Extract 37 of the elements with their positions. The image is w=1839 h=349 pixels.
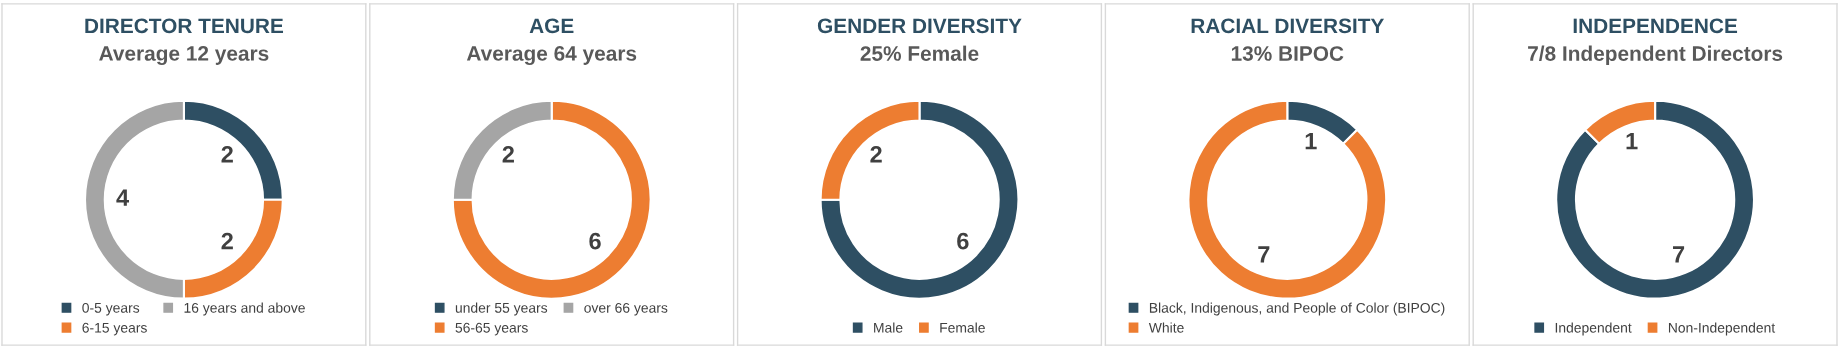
chart-title: GENDER DIVERSITY: [817, 18, 1022, 34]
data-label: 1: [1305, 132, 1317, 150]
data-label: 6: [589, 232, 601, 250]
chart-subtitle: Average 64 years: [466, 46, 637, 66]
donut-slice: [1555, 99, 1756, 300]
legend-label: Male: [874, 322, 903, 333]
legend-label: over 66 years: [584, 302, 668, 316]
chart-subtitle: 25% Female: [860, 45, 979, 61]
data-label: 2: [870, 145, 882, 163]
chart-title: AGE: [529, 18, 574, 34]
legend-label: White: [1148, 322, 1184, 333]
legend-label: Black, Indigenous, and People of Color (BIPOC): [1149, 302, 1445, 316]
legend-label: Non-Independent: [1668, 322, 1776, 336]
legend-label: 16 years and above: [184, 302, 305, 316]
chart-title: RACIAL DIVERSITY: [1191, 18, 1385, 34]
data-label: 2: [221, 232, 233, 250]
data-label: 2: [221, 145, 233, 163]
legend-label: 6-15 years: [82, 322, 147, 336]
chart-subtitle: Average 12 years: [99, 46, 269, 66]
donut-slice: [451, 99, 652, 300]
data-label: 7: [1258, 246, 1270, 263]
data-label: 2: [502, 145, 514, 163]
legend-label: 0-5 years: [82, 302, 140, 316]
legend-label: Female: [940, 322, 985, 333]
donut-slice: [1187, 99, 1388, 300]
data-label: 1: [1626, 132, 1638, 150]
chart-subtitle: 13% BIPOC: [1231, 46, 1344, 61]
chart-title: INDEPENDENCE: [1573, 18, 1738, 34]
legend-label: 56-65 years: [455, 322, 528, 336]
data-label: 7: [1673, 246, 1685, 263]
legend-label: Independent: [1555, 322, 1632, 336]
donut-slice: [819, 99, 1020, 300]
chart-subtitle: 7/8 Independent Directors: [1528, 45, 1783, 66]
data-label: 4: [116, 189, 130, 206]
data-label: 6: [957, 232, 969, 250]
legend-label: under 55 years: [455, 302, 548, 316]
chart-title: DIRECTOR TENURE: [85, 18, 284, 34]
